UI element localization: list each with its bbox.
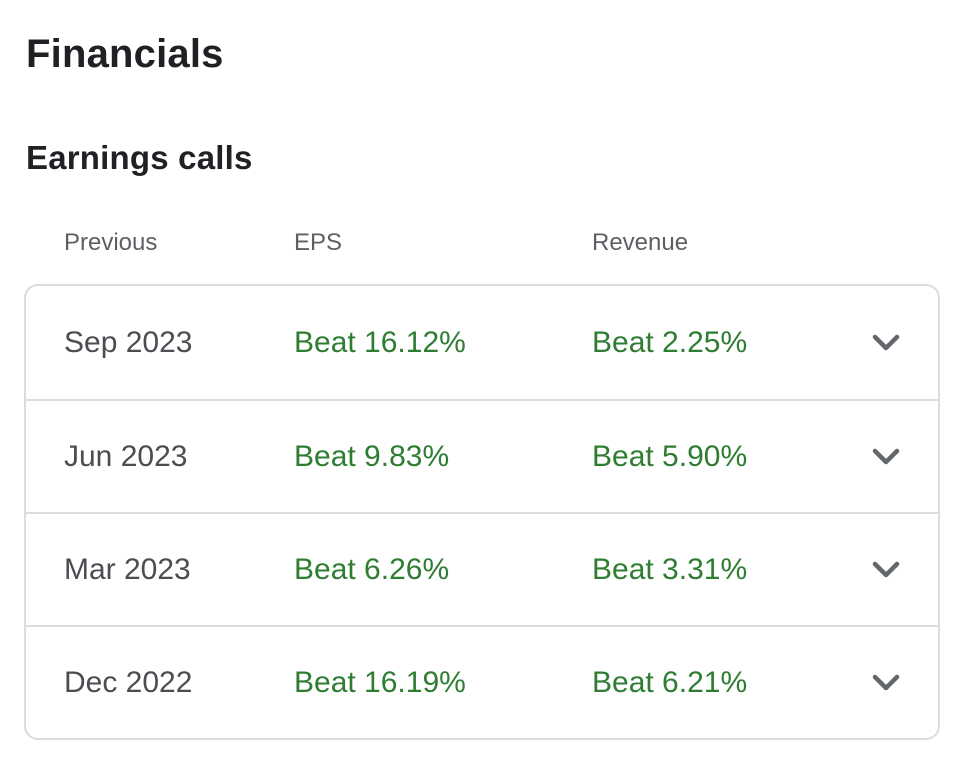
column-header-previous: Previous [64,229,158,256]
eps-value: Beat 6.26% [294,552,450,586]
earnings-calls-card: Sep 2023 Beat 16.12% Beat 2.25% Jun 2023… [24,284,940,740]
eps-value: Beat 16.12% [294,325,466,359]
eps-value: Beat 16.19% [294,665,466,699]
earnings-row-mar-2023[interactable]: Mar 2023 Beat 6.26% Beat 3.31% [26,512,938,625]
column-header-revenue: Revenue [592,229,689,256]
revenue-value: Beat 6.21% [592,665,748,699]
earnings-table-header: Previous EPS Revenue [26,230,940,256]
column-header-eps: EPS [294,229,343,256]
chevron-down-icon[interactable] [834,561,938,578]
chevron-down-icon[interactable] [834,448,938,465]
revenue-value: Beat 3.31% [592,552,748,586]
chevron-down-icon[interactable] [834,334,938,351]
chevron-down-icon[interactable] [834,674,938,691]
period-label: Dec 2022 [64,665,193,699]
section-subtitle-earnings-calls: Earnings calls [26,139,253,176]
earnings-row-jun-2023[interactable]: Jun 2023 Beat 9.83% Beat 5.90% [26,399,938,512]
period-label: Jun 2023 [64,439,188,473]
earnings-row-sep-2023[interactable]: Sep 2023 Beat 16.12% Beat 2.25% [26,286,938,399]
period-label: Sep 2023 [64,325,193,359]
eps-value: Beat 9.83% [294,439,450,473]
period-label: Mar 2023 [64,552,191,586]
section-title-financials: Financials [26,32,224,76]
revenue-value: Beat 5.90% [592,439,748,473]
earnings-row-dec-2022[interactable]: Dec 2022 Beat 16.19% Beat 6.21% [26,625,938,738]
revenue-value: Beat 2.25% [592,325,748,359]
